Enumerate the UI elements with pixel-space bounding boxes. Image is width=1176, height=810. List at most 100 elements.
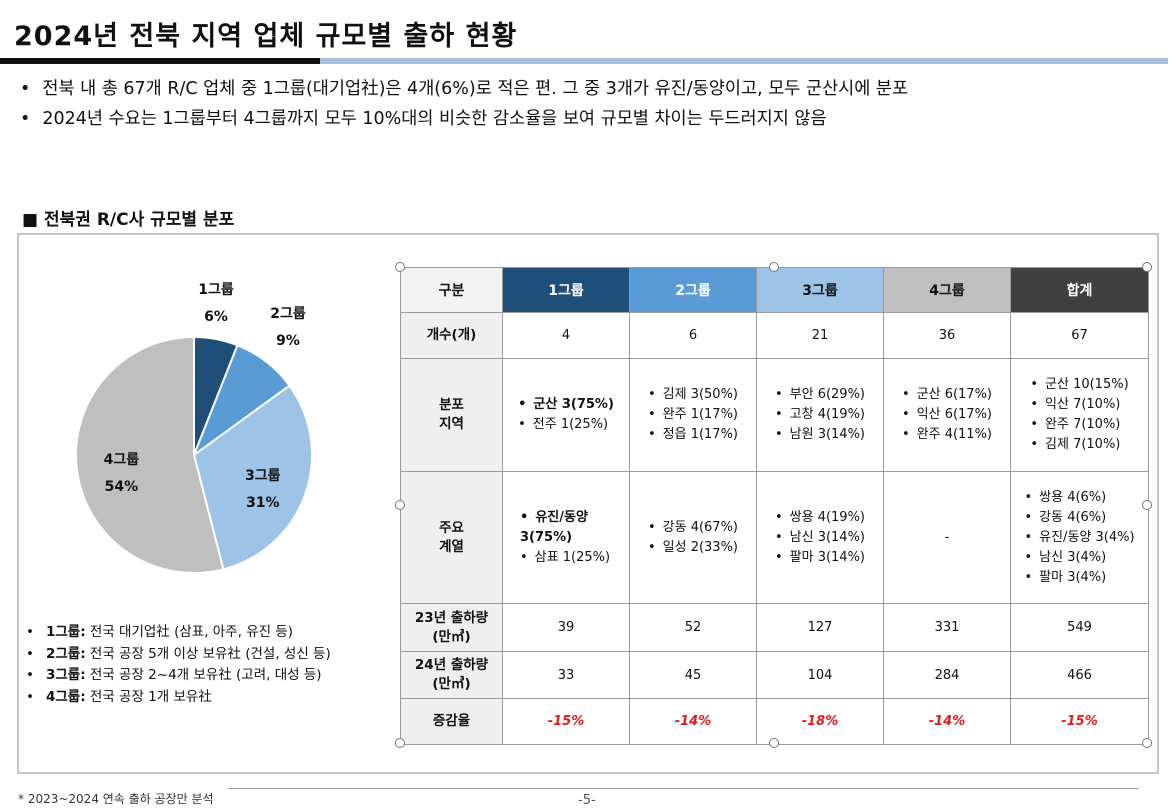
ship23-cell: 331	[883, 603, 1011, 652]
list-item: 일성 2(33%)	[648, 538, 738, 558]
content-panel	[17, 233, 1159, 774]
legend-desc: 전국 공장 2~4개 보유社 (고려, 대성 등)	[89, 667, 322, 683]
pie-label-name: 4그룹	[104, 452, 140, 468]
resize-handle[interactable]	[395, 262, 405, 272]
ship23-cell: 52	[629, 603, 757, 652]
series-cell: 강동 4(67%)일성 2(33%)	[629, 471, 757, 604]
ship23-cell: 549	[1010, 603, 1149, 652]
count-cell: 36	[883, 312, 1011, 359]
list-item: 전주 1(25%)	[518, 415, 614, 435]
pie-label-value: 6%	[204, 309, 228, 325]
list-item: 유진/동양 3(4%)	[1024, 528, 1134, 548]
resize-handle[interactable]	[769, 262, 779, 272]
resize-handle[interactable]	[395, 738, 405, 748]
list-item: 군산 10(15%)	[1030, 375, 1129, 395]
list-item: 강동 4(6%)	[1024, 508, 1134, 528]
legend-desc: 전국 공장 5개 이상 보유社 (건설, 성신 등)	[89, 645, 331, 662]
row-label-change: 증감율	[400, 698, 503, 745]
row-label-line: (만㎥)	[432, 628, 471, 645]
list-item: 익산 7(10%)	[1030, 395, 1128, 415]
list-item: 삼표 1(25%)	[520, 548, 612, 568]
region-cell: 김제 3(50%)완주 1(17%)정읍 1(17%)	[629, 358, 757, 472]
pie-slice-3	[192, 384, 313, 571]
legend-item: 1그룹: 전국 대기업社 (삼표, 아주, 유진 등)	[26, 622, 331, 644]
title-divider	[0, 58, 1168, 64]
section-title: ■ 전북권 R/C사 규모별 분포	[22, 210, 235, 230]
legend-label: 3그룹:	[45, 667, 86, 683]
ship23-cell: 127	[756, 603, 884, 652]
list-item: 김제 7(10%)	[1030, 435, 1128, 455]
series-cell: -	[883, 471, 1011, 604]
resize-handle[interactable]	[1142, 262, 1152, 272]
legend-item: 4그룹: 전국 공장 1개 보유社	[26, 687, 331, 709]
legend-label: 4그룹:	[45, 688, 86, 705]
legend-label: 1그룹:	[45, 624, 86, 640]
region-cell: 군산 10(15%)익산 7(10%)완주 7(10%)김제 7(10%)	[1010, 358, 1149, 472]
series-cell: 쌍용 4(19%)남신 3(14%)팔마 3(14%)	[756, 471, 884, 604]
list-item: 쌍용 4(19%)	[775, 508, 865, 528]
row-label-series: 주요 계열	[400, 471, 503, 604]
header-category: 구분	[400, 267, 503, 313]
row-label-line: 지역	[439, 416, 464, 432]
list-item: 군산 6(17%)	[902, 385, 992, 405]
row-label-line: 23년 출하량	[414, 609, 489, 626]
resize-handle[interactable]	[1142, 500, 1152, 510]
page-title: 2024년 전북 지역 업체 규모별 출하 현황	[14, 21, 518, 52]
header-group-1: 1그룹	[502, 267, 630, 313]
row-label-line: (만㎥)	[432, 676, 471, 692]
header-group-4: 4그룹	[883, 267, 1011, 313]
table-row-ship23: 23년 출하량 (만㎥) 39 52 127 331 549	[400, 603, 1149, 652]
page-number: -5-	[578, 793, 596, 808]
list-item: 쌍용 4(6%)	[1024, 488, 1134, 508]
resize-handle[interactable]	[1142, 738, 1152, 748]
legend-item: 2그룹: 전국 공장 5개 이상 보유社 (건설, 성신 등)	[26, 644, 331, 666]
ship24-cell: 45	[629, 651, 757, 699]
change-cell: -15%	[1010, 698, 1149, 745]
list-item: 부안 6(29%)	[775, 385, 865, 405]
ship24-cell: 284	[883, 651, 1011, 699]
legend-desc: 전국 대기업社 (삼표, 아주, 유진 등)	[89, 624, 294, 640]
summary-bullet: 전북 내 총 67개 R/C 업체 중 1그룹(대기업社)은 4개(6%)로 적…	[20, 74, 908, 104]
pie-label-value: 31%	[246, 495, 280, 511]
list-item: 남신 3(4%)	[1024, 548, 1134, 568]
resize-handle[interactable]	[769, 738, 779, 748]
group-legend: 1그룹: 전국 대기업社 (삼표, 아주, 유진 등) 2그룹: 전국 공장 5…	[26, 622, 331, 708]
legend-label: 2그룹:	[45, 645, 86, 662]
summary-bullet: 2024년 수요는 1그룹부터 4그룹까지 모두 10%대의 비슷한 감소율을 …	[20, 104, 908, 134]
ship24-cell: 104	[756, 651, 884, 699]
change-cell: -15%	[502, 698, 630, 745]
pie-chart: 1그룹 6% 2그룹 9% 3그룹 31% 4그룹 54%	[75, 282, 313, 574]
pie-slice-4	[75, 335, 225, 574]
list-item: 유진/동양 3(75%)	[520, 508, 612, 548]
list-item: 남원 3(14%)	[775, 425, 865, 445]
list-item: 정읍 1(17%)	[648, 425, 738, 445]
table-row-change: 증감율 -15% -14% -18% -14% -15%	[400, 698, 1149, 745]
pie-label-name: 2그룹	[270, 306, 306, 322]
change-cell: -14%	[629, 698, 757, 745]
table-header-row: 구분 1그룹 2그룹 3그룹 4그룹 합계	[400, 267, 1149, 313]
count-cell: 6	[629, 312, 757, 359]
region-cell: 부안 6(29%)고창 4(19%)남원 3(14%)	[756, 358, 884, 472]
legend-item: 3그룹: 전국 공장 2~4개 보유社 (고려, 대성 등)	[26, 665, 331, 687]
table-row-count: 개수(개) 4 6 21 36 67	[400, 312, 1149, 359]
pie-label-value: 54%	[105, 479, 139, 495]
ship24-cell: 33	[502, 651, 630, 699]
region-cell: 군산 3(75%)전주 1(25%)	[502, 358, 630, 472]
group-table[interactable]: 구분 1그룹 2그룹 3그룹 4그룹 합계 개수(개) 4 6 21 36 67…	[400, 267, 1149, 745]
row-label-ship23: 23년 출하량 (만㎥)	[400, 603, 503, 652]
list-item: 익산 6(17%)	[902, 405, 992, 425]
list-item: 팔마 3(14%)	[775, 548, 865, 568]
table-row-ship24: 24년 출하량 (만㎥) 33 45 104 284 466	[400, 651, 1149, 699]
list-item: 강동 4(67%)	[648, 518, 738, 538]
resize-handle[interactable]	[395, 500, 405, 510]
series-cell: 유진/동양 3(75%)삼표 1(25%)	[502, 471, 630, 604]
row-label-line: 분포	[439, 397, 464, 413]
pie-label-value: 9%	[276, 333, 300, 349]
row-label-ship24: 24년 출하량 (만㎥)	[400, 651, 503, 699]
header-group-2: 2그룹	[629, 267, 757, 313]
row-label-line: 24년 출하량	[414, 657, 489, 673]
pie-label-name: 3그룹	[245, 468, 281, 484]
